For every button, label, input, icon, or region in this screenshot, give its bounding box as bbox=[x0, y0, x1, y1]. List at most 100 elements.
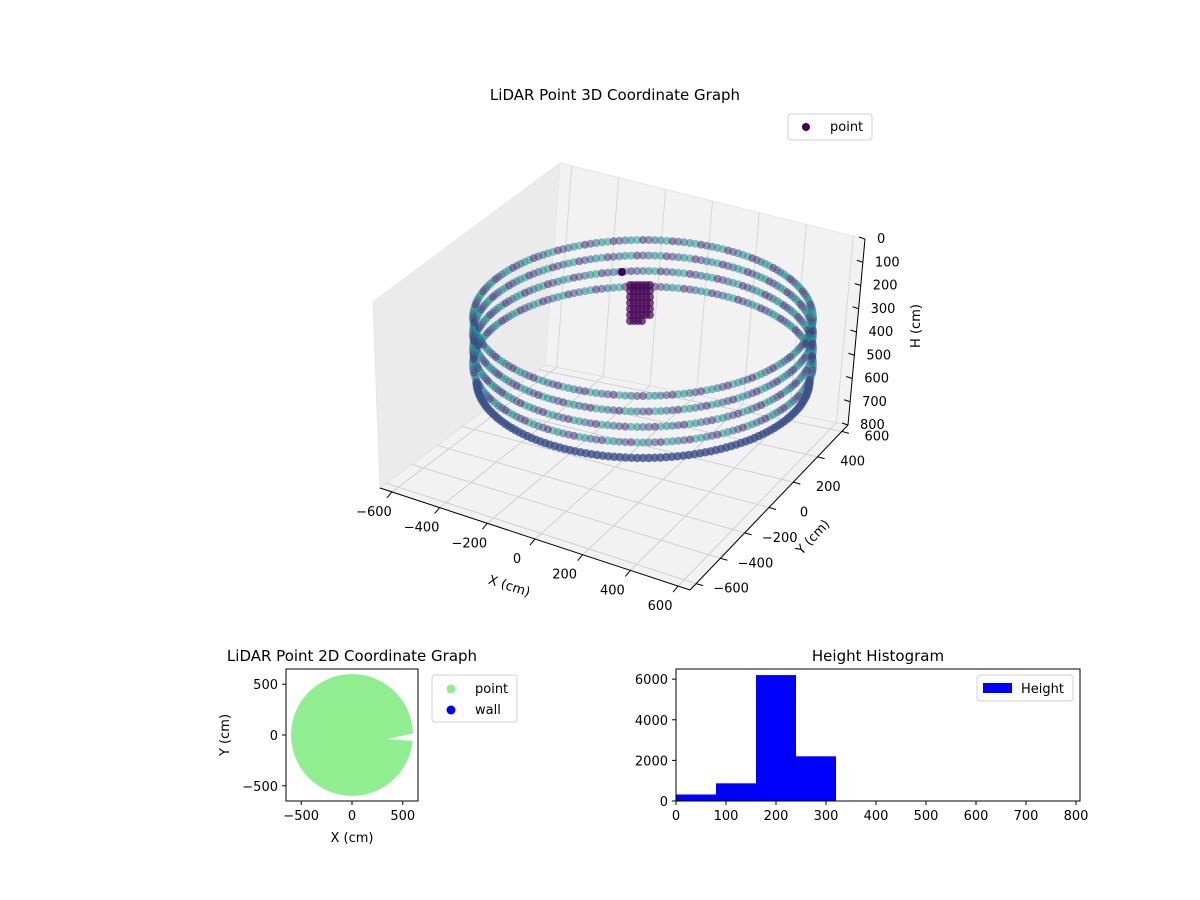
point-marker bbox=[680, 436, 689, 445]
y-tick-label-2d: −500 bbox=[242, 780, 278, 795]
point-marker bbox=[633, 392, 642, 400]
point-marker bbox=[685, 389, 694, 397]
point-marker bbox=[621, 251, 630, 260]
histogram-bar bbox=[756, 675, 796, 801]
y-tick-3d bbox=[720, 557, 728, 561]
point-marker bbox=[621, 407, 630, 416]
point-marker bbox=[627, 407, 636, 416]
point-marker bbox=[609, 406, 618, 415]
point-marker bbox=[639, 251, 647, 260]
chart-2d-title: LiDAR Point 2D Coordinate Graph bbox=[227, 647, 477, 665]
point-marker bbox=[609, 283, 618, 292]
z-tick-3d bbox=[854, 283, 861, 286]
point-marker bbox=[680, 405, 689, 414]
point-marker bbox=[808, 326, 817, 335]
point-marker bbox=[662, 267, 671, 276]
point-marker bbox=[656, 236, 665, 245]
point-marker bbox=[609, 252, 618, 261]
point-marker bbox=[639, 236, 647, 244]
grid-line-back bbox=[696, 200, 713, 396]
y-tick-label-3d: 400 bbox=[840, 455, 865, 470]
point-marker bbox=[685, 435, 694, 444]
point-marker bbox=[609, 437, 618, 446]
point-marker bbox=[685, 420, 694, 428]
legend-2d: point wall bbox=[431, 674, 518, 723]
x-tick-label-3d: −600 bbox=[356, 505, 392, 520]
y-tick-label-hist: 0 bbox=[660, 795, 668, 810]
point-marker bbox=[621, 236, 630, 245]
histogram-bar bbox=[676, 794, 716, 801]
point-marker bbox=[662, 236, 671, 245]
point-marker bbox=[597, 269, 606, 278]
grid-3d bbox=[386, 165, 854, 587]
x-tick-label-2d: 0 bbox=[348, 809, 356, 824]
z-tick-label-3d: 400 bbox=[869, 325, 894, 340]
point-marker bbox=[674, 237, 683, 246]
y-tick-label-3d: 600 bbox=[865, 429, 890, 444]
point-marker bbox=[627, 267, 636, 276]
point-marker bbox=[638, 453, 648, 463]
point-marker bbox=[674, 253, 683, 262]
histogram-bar bbox=[716, 783, 756, 801]
y-tick-3d bbox=[817, 456, 825, 460]
point-marker bbox=[639, 392, 647, 400]
point-marker bbox=[592, 285, 601, 294]
x-tick-label-3d: 0 bbox=[513, 552, 521, 567]
ticks-2d: −500 0 500 −500 0 500 bbox=[242, 678, 415, 824]
x-tick-3d bbox=[625, 570, 631, 577]
point-marker bbox=[808, 311, 817, 320]
point-marker bbox=[646, 299, 654, 307]
point-gap bbox=[387, 732, 415, 742]
y-axis-label-3d: Y (cm) bbox=[793, 517, 833, 559]
point-marker bbox=[621, 438, 630, 447]
point-marker bbox=[808, 357, 817, 366]
point-marker bbox=[615, 252, 624, 261]
point-marker bbox=[644, 392, 653, 400]
histogram-bar bbox=[796, 756, 836, 801]
point-marker bbox=[674, 405, 683, 414]
legend-3d: point bbox=[787, 113, 873, 141]
point-marker bbox=[597, 238, 606, 247]
x-tick-label-hist: 0 bbox=[672, 809, 680, 824]
point-marker bbox=[592, 270, 601, 278]
point-marker bbox=[662, 422, 671, 431]
point-marker bbox=[674, 390, 683, 399]
y-tick-3d bbox=[768, 507, 777, 510]
x-tick-3d bbox=[672, 585, 679, 593]
z-axis-label-3d: H (cm) bbox=[909, 304, 924, 348]
y-tick-label-3d: −400 bbox=[738, 556, 774, 571]
y-tick-3d bbox=[695, 583, 704, 587]
point-marker bbox=[644, 267, 653, 275]
x-tick-3d bbox=[481, 522, 488, 530]
point-marker bbox=[627, 422, 636, 431]
x-tick-label-3d: −400 bbox=[404, 521, 440, 536]
grid-line-back bbox=[835, 236, 854, 423]
point-marker bbox=[615, 406, 624, 415]
ticks-histogram: 0 100 200 300 400 500 600 700 800 0 2000 4000 6000 bbox=[635, 673, 1089, 824]
x-axis-label-3d: X (cm) bbox=[486, 573, 532, 601]
x-tick-3d bbox=[577, 554, 584, 562]
point-marker bbox=[650, 251, 659, 260]
legend-2d-wall-marker bbox=[446, 705, 456, 715]
point-marker bbox=[603, 268, 612, 277]
grid-line-back bbox=[602, 177, 620, 377]
point-marker bbox=[615, 236, 624, 245]
y-tick-label-3d: −600 bbox=[713, 582, 749, 597]
y-tick-label-2d: 0 bbox=[270, 729, 278, 744]
point-marker bbox=[644, 251, 653, 260]
legend-histogram: Height bbox=[976, 674, 1074, 702]
point-marker bbox=[638, 317, 646, 325]
point-marker bbox=[597, 420, 606, 429]
grid-line-y bbox=[462, 426, 770, 508]
point-marker bbox=[680, 238, 689, 247]
point-marker bbox=[650, 267, 659, 276]
point-marker bbox=[592, 254, 601, 263]
grid-line-y bbox=[436, 444, 745, 534]
z-tick-3d bbox=[846, 376, 853, 379]
x-tick-label-hist: 500 bbox=[914, 809, 939, 824]
legend-3d-box bbox=[787, 113, 873, 141]
legend-2d-point-marker bbox=[446, 684, 456, 694]
point-marker bbox=[621, 422, 630, 431]
point-marker bbox=[668, 406, 677, 415]
point-marker bbox=[646, 281, 654, 289]
